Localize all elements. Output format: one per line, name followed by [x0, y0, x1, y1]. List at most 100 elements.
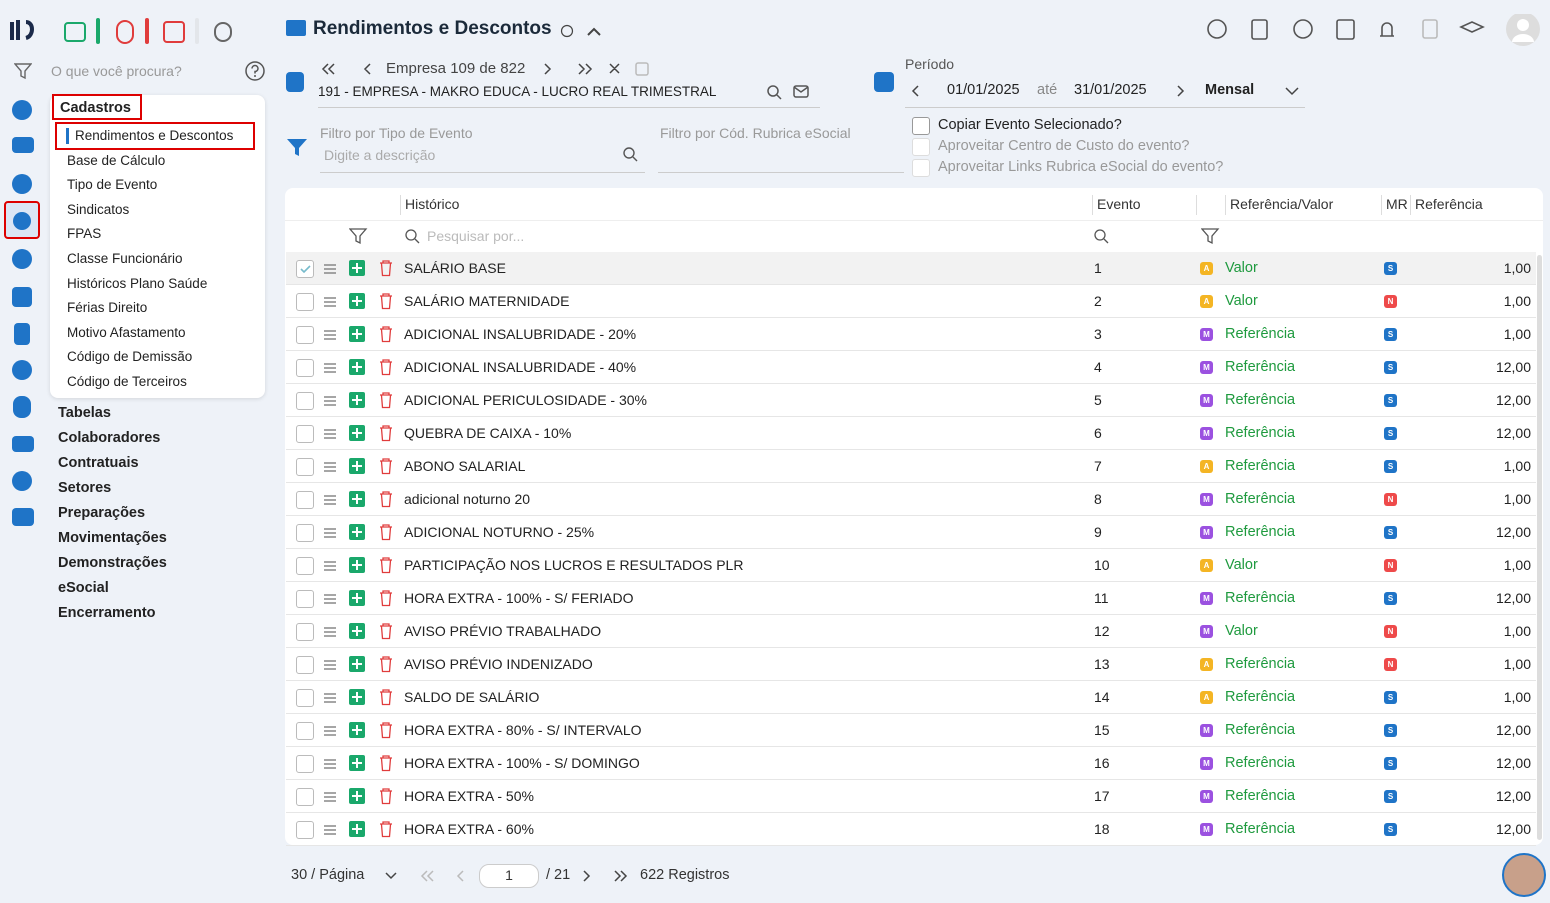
add-button[interactable] — [349, 557, 369, 580]
event-name[interactable]: ABONO SALARIAL — [404, 458, 526, 474]
event-name[interactable]: ADICIONAL INSALUBRIDADE - 20% — [404, 326, 637, 342]
assistant-avatar[interactable] — [1502, 853, 1546, 897]
drag-handle[interactable] — [322, 295, 342, 318]
table-row[interactable] — [286, 285, 1536, 318]
event-name[interactable]: PARTICIPAÇÃO NOS LUCROS E RESULTADOS PLR — [404, 557, 744, 573]
help-icon[interactable] — [244, 60, 266, 82]
pager-controls[interactable] — [383, 868, 633, 884]
delete-button[interactable] — [378, 689, 398, 712]
company-actions[interactable] — [765, 83, 811, 101]
period-mode[interactable]: Mensal — [1205, 82, 1255, 98]
drag-handle[interactable] — [322, 757, 342, 780]
table-row[interactable] — [286, 483, 1536, 516]
drag-handle[interactable] — [322, 526, 342, 549]
title-actions[interactable] — [560, 22, 606, 40]
delete-button[interactable] — [378, 458, 398, 481]
row-checkbox[interactable] — [296, 689, 314, 707]
delete-button[interactable] — [378, 557, 398, 580]
row-checkbox[interactable] — [296, 755, 314, 773]
scrollbar[interactable] — [1537, 255, 1542, 840]
module-icon[interactable] — [12, 287, 32, 307]
page-size[interactable]: 30 / Página — [291, 867, 365, 883]
module-icon[interactable] — [12, 508, 34, 526]
submenu-item[interactable]: Históricos Plano Saúde — [67, 275, 208, 291]
table-row[interactable] — [286, 615, 1536, 648]
delete-button[interactable] — [378, 722, 398, 745]
add-button[interactable] — [349, 623, 369, 646]
drag-handle[interactable] — [322, 328, 342, 351]
delete-button[interactable] — [378, 524, 398, 547]
search-placeholder[interactable]: O que você procura? — [51, 63, 182, 79]
submenu-item[interactable]: Base de Cálculo — [67, 152, 166, 168]
event-name[interactable]: HORA EXTRA - 60% — [404, 821, 534, 837]
search-placeholder[interactable]: Pesquisar por... — [427, 228, 525, 244]
row-checkbox[interactable] — [296, 392, 314, 410]
module-icon[interactable] — [12, 137, 34, 153]
delete-button[interactable] — [378, 359, 398, 382]
table-row[interactable] — [286, 252, 1536, 285]
event-name[interactable]: HORA EXTRA - 100% - S/ DOMINGO — [404, 755, 640, 771]
submenu-item[interactable]: Código de Demissão — [67, 349, 193, 365]
delete-button[interactable] — [378, 491, 398, 514]
add-button[interactable] — [349, 392, 369, 415]
period-controls[interactable] — [908, 83, 1308, 99]
row-checkbox[interactable] — [296, 293, 314, 311]
row-checkbox[interactable] — [296, 524, 314, 542]
row-checkbox[interactable] — [296, 623, 314, 641]
delete-button[interactable] — [378, 392, 398, 415]
app-icon[interactable] — [64, 22, 86, 42]
row-checkbox[interactable] — [296, 557, 314, 575]
row-checkbox[interactable] — [296, 458, 314, 476]
search-icon[interactable] — [1093, 228, 1113, 251]
table-row[interactable] — [286, 318, 1536, 351]
option-label[interactable]: Copiar Evento Selecionado? — [938, 117, 1122, 133]
drag-handle[interactable] — [322, 592, 342, 615]
option-label[interactable]: Aproveitar Centro de Custo do evento? — [938, 138, 1190, 154]
delete-button[interactable] — [378, 821, 398, 844]
add-button[interactable] — [349, 788, 369, 811]
column-header[interactable]: MR — [1386, 196, 1408, 212]
add-button[interactable] — [349, 656, 369, 679]
event-name[interactable]: ADICIONAL PERICULOSIDADE - 30% — [404, 392, 647, 408]
delete-button[interactable] — [378, 788, 398, 811]
event-name[interactable]: QUEBRA DE CAIXA - 10% — [404, 425, 572, 441]
table-row[interactable] — [286, 648, 1536, 681]
event-name[interactable]: SALDO DE SALÁRIO — [404, 689, 540, 705]
app-icon[interactable] — [116, 20, 134, 44]
page-input[interactable] — [479, 864, 539, 888]
event-name[interactable]: AVISO PRÉVIO TRABALHADO — [404, 623, 602, 639]
column-header[interactable]: Evento — [1097, 196, 1141, 212]
menu-section[interactable]: Encerramento — [58, 605, 156, 621]
row-checkbox[interactable] — [296, 821, 314, 839]
event-name[interactable]: ADICIONAL INSALUBRIDADE - 40% — [404, 359, 637, 375]
module-icon[interactable] — [14, 323, 30, 345]
search-icon[interactable] — [622, 146, 640, 164]
delete-button[interactable] — [378, 755, 398, 778]
row-checkbox[interactable] — [296, 359, 314, 377]
add-button[interactable] — [349, 326, 369, 349]
add-button[interactable] — [349, 590, 369, 613]
add-button[interactable] — [349, 524, 369, 547]
row-checkbox[interactable] — [296, 722, 314, 740]
add-button[interactable] — [349, 755, 369, 778]
menu-section[interactable]: eSocial — [58, 580, 109, 596]
filter-label[interactable]: Filtro por Cód. Rubrica eSocial — [660, 125, 851, 141]
module-icon[interactable] — [12, 174, 32, 194]
drag-handle[interactable] — [322, 658, 342, 681]
page-number[interactable]: 1 — [505, 867, 513, 883]
submenu-item[interactable]: Classe Funcionário — [67, 251, 183, 266]
row-checkbox[interactable] — [296, 788, 314, 806]
table-row[interactable] — [286, 384, 1536, 417]
add-button[interactable] — [349, 821, 369, 844]
checkbox[interactable] — [912, 159, 930, 177]
drag-handle[interactable] — [322, 559, 342, 582]
drag-handle[interactable] — [322, 361, 342, 384]
drag-handle[interactable] — [322, 691, 342, 714]
app-icon[interactable] — [214, 22, 232, 42]
table-row[interactable] — [286, 813, 1536, 846]
event-name[interactable]: HORA EXTRA - 100% - S/ FERIADO — [404, 590, 634, 606]
add-button[interactable] — [349, 689, 369, 712]
add-button[interactable] — [349, 293, 369, 316]
table-row[interactable] — [286, 351, 1536, 384]
module-icon[interactable] — [12, 100, 32, 120]
